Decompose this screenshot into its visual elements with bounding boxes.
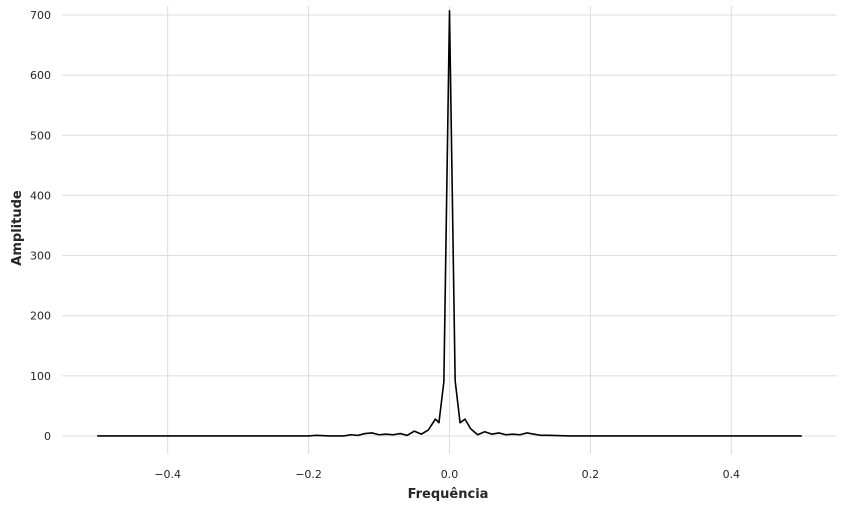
y-tick-label: 600 [30,69,51,82]
x-tick-label: −0.2 [295,468,322,481]
y-tick-label: 300 [30,250,51,263]
y-tick-label: 400 [30,189,51,202]
y-tick-label: 200 [30,310,51,323]
x-tick-label: 0.0 [441,468,459,481]
y-tick-label: 100 [30,370,51,383]
y-axis-label: Amplitude [10,190,25,266]
y-axis-ticks: 0 100 200 300 400 500 600 700 [30,9,51,443]
y-tick-label: 0 [44,430,51,443]
x-tick-label: 0.2 [582,468,600,481]
x-axis-label: Frequência [408,487,489,502]
plot-area [97,10,802,437]
amplitude-series-line [97,10,802,437]
grid [62,6,837,454]
x-tick-label: −0.4 [154,468,181,481]
x-axis-ticks: −0.4 −0.2 0.0 0.2 0.4 [154,468,740,481]
y-tick-label: 700 [30,9,51,22]
y-tick-label: 500 [30,129,51,142]
x-tick-label: 0.4 [723,468,741,481]
